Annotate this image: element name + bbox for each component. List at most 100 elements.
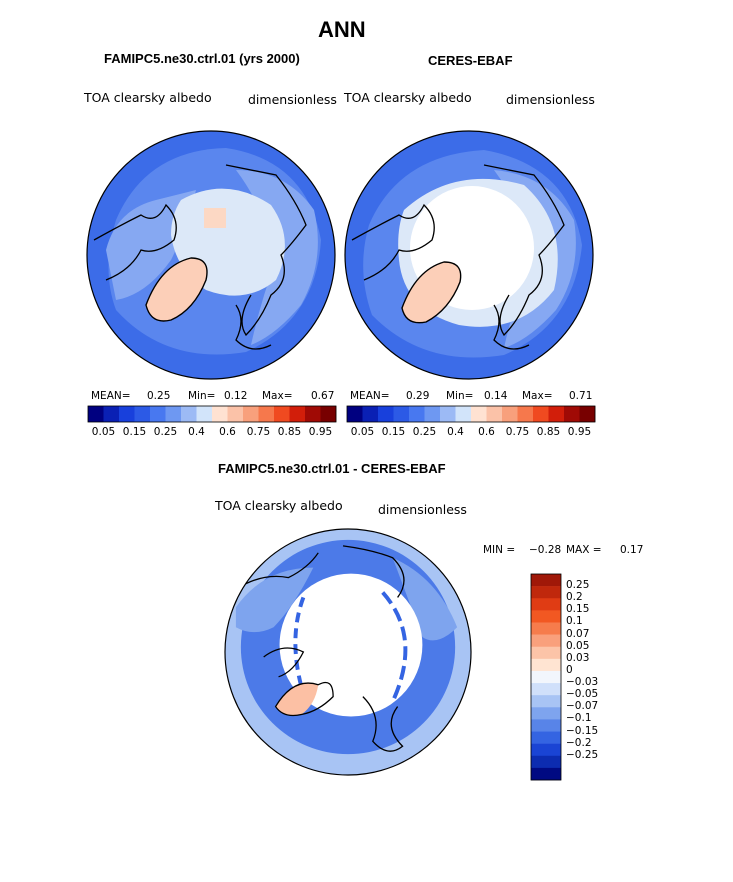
obs-colorbar-box bbox=[409, 406, 425, 422]
map1-border bbox=[86, 130, 336, 380]
panel2-max-label: Max= bbox=[522, 390, 553, 402]
obs-colorbar-box bbox=[440, 406, 456, 422]
obs-colorbar-box bbox=[564, 406, 580, 422]
obs-colorbar bbox=[346, 405, 596, 423]
diff-colorbar-box bbox=[531, 731, 561, 744]
model-colorbar-box bbox=[88, 406, 104, 422]
map3-border bbox=[224, 528, 472, 776]
obs-colorbar-box bbox=[579, 406, 596, 422]
diff-colorbar-box bbox=[531, 707, 561, 720]
diff-colorbar-box bbox=[531, 683, 561, 696]
diff-colorbar-box bbox=[531, 755, 561, 769]
model-colorbar-box bbox=[196, 406, 213, 422]
model-colorbar-tick-label: 0.25 bbox=[153, 426, 178, 438]
obs-colorbar-box bbox=[533, 406, 549, 422]
diff-colorbar-box bbox=[531, 646, 561, 660]
diff-colorbar-box bbox=[531, 658, 561, 672]
model-colorbar-box bbox=[305, 406, 321, 422]
diff-colorbar-box bbox=[531, 598, 561, 611]
obs-colorbar-tick-label: 0.4 bbox=[447, 426, 464, 438]
diff-colorbar-box bbox=[531, 634, 561, 648]
panel1-title: FAMIPC5.ne30.ctrl.01 (yrs 2000) bbox=[104, 51, 300, 66]
diff-colorbar-tick-label: −0.15 bbox=[566, 724, 599, 737]
diff-colorbar-tick-label: 0.03 bbox=[566, 651, 590, 664]
model-colorbar-frame bbox=[87, 405, 337, 423]
obs-colorbar-box bbox=[502, 406, 518, 422]
map2-greenland bbox=[402, 262, 461, 323]
obs-colorbar-box bbox=[393, 406, 410, 422]
diff-colorbar-box bbox=[531, 670, 561, 684]
obs-colorbar-box bbox=[486, 406, 503, 422]
model-colorbar-box bbox=[274, 406, 290, 422]
obs-colorbar-tick-label: 0.85 bbox=[536, 426, 561, 438]
obs-colorbar-box bbox=[347, 406, 363, 422]
panel1-mean-value: 0.25 bbox=[147, 390, 171, 402]
obs-colorbar-tick-label: 0.6 bbox=[478, 426, 495, 438]
diff-polar-map bbox=[224, 528, 472, 776]
diff-colorbar-box bbox=[531, 743, 561, 757]
panel1-max-label: Max= bbox=[262, 390, 293, 402]
panel3-title: FAMIPC5.ne30.ctrl.01 - CERES-EBAF bbox=[218, 461, 446, 476]
panel1-min-label: Min= bbox=[188, 390, 216, 402]
model-colorbar-tick-label: 0.95 bbox=[308, 426, 333, 438]
diff-colorbar-box bbox=[531, 574, 561, 587]
diff-colorbar-box bbox=[531, 695, 561, 708]
map3-zero-zone bbox=[279, 573, 423, 717]
diff-colorbar-tick-label: −0.25 bbox=[566, 748, 599, 761]
obs-colorbar-tick-label: 0.15 bbox=[381, 426, 406, 438]
panel2-units-label: dimensionless bbox=[506, 92, 595, 107]
panel1-variable-label: TOA clearsky albedo bbox=[84, 90, 212, 105]
model-colorbar-tick-label: 0.85 bbox=[277, 426, 302, 438]
panel2-variable-label: TOA clearsky albedo bbox=[344, 90, 472, 105]
obs-colorbar-box bbox=[517, 406, 534, 422]
model-colorbar-box bbox=[227, 406, 244, 422]
obs-colorbar-box bbox=[471, 406, 487, 422]
panel1-min-value: 0.12 bbox=[224, 390, 248, 402]
obs-colorbar-tick-label: 0.25 bbox=[412, 426, 437, 438]
panel3-min-label: MIN = bbox=[483, 544, 516, 556]
panel1-units-label: dimensionless bbox=[248, 92, 337, 107]
obs-colorbar-box bbox=[424, 406, 441, 422]
map2-land-eurasia bbox=[494, 170, 576, 348]
obs-colorbar-frame bbox=[346, 405, 596, 423]
model-colorbar-box bbox=[243, 406, 259, 422]
map2-coastline-greenland bbox=[401, 261, 462, 324]
map1-coastline-eurasia bbox=[225, 164, 307, 337]
map3-coastline-eurasia bbox=[342, 545, 405, 752]
panel2-max-value: 0.71 bbox=[569, 390, 593, 402]
map3-arc-marks-east bbox=[381, 591, 408, 703]
obs-colorbar-tick-label: 0.95 bbox=[567, 426, 592, 438]
panel2-min-label: Min= bbox=[446, 390, 474, 402]
panel3-min-value: −0.28 bbox=[529, 544, 562, 556]
model-colorbar-tick-label: 0.75 bbox=[246, 426, 271, 438]
map3-coastline-greenland bbox=[274, 681, 334, 717]
map1-coastline-europe bbox=[235, 304, 272, 350]
model-colorbar-box bbox=[212, 406, 228, 422]
obs-colorbar-tick-label: 0.05 bbox=[350, 426, 375, 438]
figure-title: ANN bbox=[318, 17, 366, 42]
model-colorbar-tick-label: 0.05 bbox=[91, 426, 116, 438]
diff-colorbar-tick-label: 0.07 bbox=[566, 627, 590, 640]
model-colorbar-tick-label: 0.4 bbox=[188, 426, 205, 438]
model-colorbar-box bbox=[289, 406, 306, 422]
diff-colorbar-tick-label: 0.05 bbox=[566, 639, 590, 652]
model-colorbar-box bbox=[165, 406, 182, 422]
map3-arc-marks-west bbox=[293, 596, 306, 688]
model-colorbar-box bbox=[181, 406, 197, 422]
obs-colorbar-box bbox=[455, 406, 472, 422]
model-colorbar bbox=[87, 405, 337, 423]
model-colorbar-tick-label: 0.15 bbox=[122, 426, 147, 438]
diff-colorbar-box bbox=[531, 767, 561, 781]
model-colorbar-box bbox=[134, 406, 151, 422]
model-colorbar-box bbox=[103, 406, 120, 422]
map3-greenland-positive bbox=[275, 683, 319, 716]
panel2-min-value: 0.14 bbox=[484, 390, 508, 402]
diff-colorbar-tick-label: −0.2 bbox=[566, 736, 592, 749]
diff-colorbar-tick-label: 0.15 bbox=[566, 603, 590, 616]
diff-colorbar-box bbox=[531, 586, 561, 599]
panel2-mean-value: 0.29 bbox=[406, 390, 430, 402]
diff-colorbar-tick-label: 0.25 bbox=[566, 579, 590, 592]
obs-polar-map bbox=[344, 130, 594, 380]
diff-colorbar-box bbox=[531, 719, 561, 732]
map1-ice-patch bbox=[204, 208, 226, 228]
